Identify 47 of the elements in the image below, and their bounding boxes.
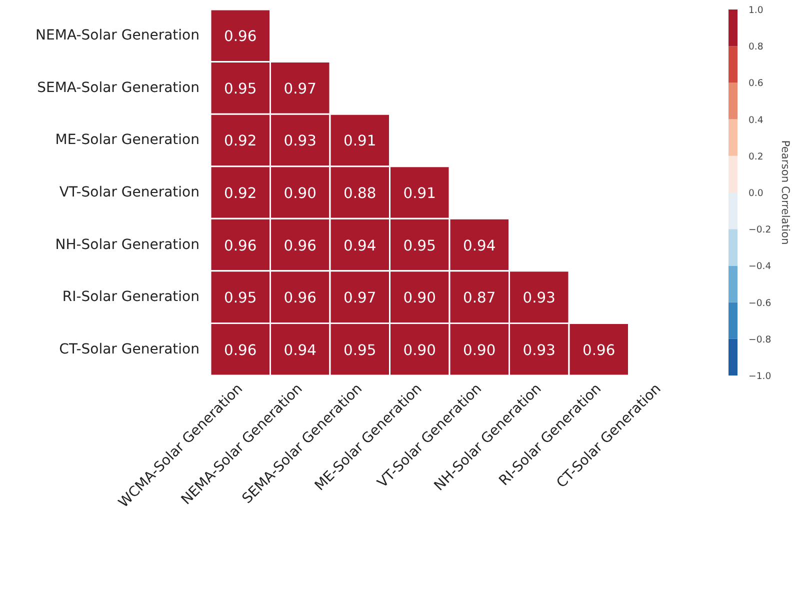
data-label: 0.94 bbox=[344, 237, 376, 254]
data-label: 0.95 bbox=[224, 290, 257, 307]
data-label: 0.91 bbox=[344, 132, 376, 150]
color-bar-title: Pearson Correlation bbox=[779, 140, 792, 245]
y-tick-label: NH-Solar Generation bbox=[55, 236, 200, 253]
data-label: 0.97 bbox=[344, 290, 376, 307]
data-label: 0.96 bbox=[284, 290, 316, 307]
data-label: 0.88 bbox=[344, 185, 376, 202]
data-label: 0.90 bbox=[403, 290, 436, 307]
color-bar-label: 0.2 bbox=[748, 151, 764, 162]
data-label: 0.96 bbox=[224, 237, 257, 254]
data-label: 0.92 bbox=[224, 132, 257, 150]
y-tick-label: ME-Solar Generation bbox=[55, 132, 200, 148]
y-tick-label: SEMA-Solar Generation bbox=[37, 80, 200, 96]
data-label: 0.91 bbox=[403, 185, 436, 202]
color-bar-label: −0.2 bbox=[748, 224, 772, 236]
color-bar-label: 0.0 bbox=[748, 188, 764, 199]
data-label: 0.95 bbox=[344, 342, 376, 359]
data-label: 0.87 bbox=[463, 290, 496, 307]
y-tick-label: CT-Solar Generation bbox=[59, 341, 200, 358]
data-label: 0.96 bbox=[284, 237, 316, 254]
data-label: 0.93 bbox=[284, 132, 316, 150]
data-label: 0.94 bbox=[284, 342, 316, 359]
data-label: 0.92 bbox=[224, 185, 257, 202]
data-label: 0.96 bbox=[224, 28, 257, 46]
data-label: 0.95 bbox=[403, 237, 436, 254]
color-bar-label: 0.6 bbox=[748, 78, 764, 90]
data-label: 0.93 bbox=[522, 342, 556, 359]
data-label: 0.90 bbox=[403, 342, 436, 359]
data-label: 0.90 bbox=[463, 342, 496, 359]
y-tick-label: RI-Solar Generation bbox=[62, 289, 200, 306]
data-label: 0.96 bbox=[582, 342, 616, 359]
data-label: 0.97 bbox=[284, 80, 316, 98]
data-label: 0.93 bbox=[522, 290, 556, 307]
color-bar-label: −1.0 bbox=[748, 371, 772, 382]
data-label: 0.95 bbox=[224, 80, 257, 98]
color-bar-label: −0.6 bbox=[748, 298, 772, 309]
color-bar-label: 0.4 bbox=[748, 114, 764, 126]
color-bar-label: 0.8 bbox=[748, 42, 764, 53]
data-label: 0.96 bbox=[224, 342, 257, 359]
color-bar-label: 1.0 bbox=[748, 5, 764, 16]
y-tick-label: VT-Solar Generation bbox=[59, 184, 200, 200]
color-bar-label: −0.4 bbox=[748, 261, 772, 272]
data-label: 0.94 bbox=[463, 237, 496, 254]
y-tick-label: NEMA-Solar Generation bbox=[36, 28, 200, 44]
data-label: 0.90 bbox=[284, 185, 316, 202]
color-bar-label: −0.8 bbox=[748, 334, 772, 346]
